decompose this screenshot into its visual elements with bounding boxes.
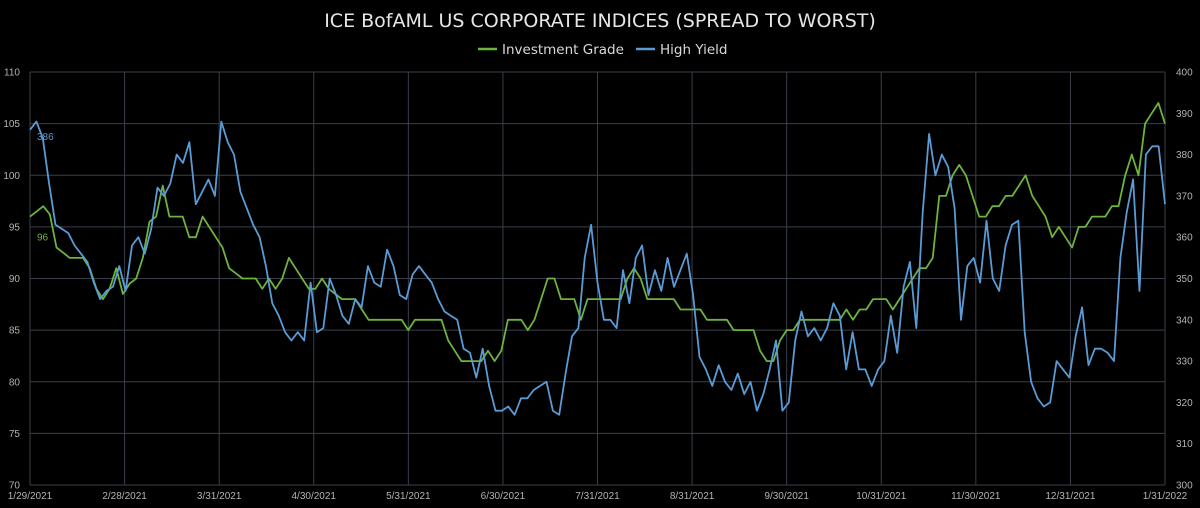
x-tick-label: 1/31/2022 — [1143, 491, 1188, 502]
left-tick-label: 85 — [9, 326, 21, 337]
series-lines — [29, 102, 1166, 416]
series-line-high-yield — [29, 120, 1166, 416]
annotation-investment-grade: 96 — [37, 233, 49, 244]
x-tick-label: 9/30/2021 — [764, 491, 809, 502]
right-tick-label: 300 — [1176, 481, 1193, 492]
chart-title: ICE BofAML US CORPORATE INDICES (SPREAD … — [324, 10, 876, 32]
legend-label-high-yield: High Yield — [660, 42, 727, 58]
x-tick-label: 3/31/2021 — [197, 491, 242, 502]
annotations: 386 96 — [37, 132, 54, 244]
left-tick-label: 90 — [9, 274, 21, 285]
right-tick-label: 350 — [1176, 274, 1193, 285]
series-line-investment-grade — [29, 102, 1166, 363]
right-tick-label: 390 — [1176, 109, 1193, 120]
left-axis: 70 75 80 85 90 95 100 105 110 — [3, 68, 20, 492]
right-tick-label: 380 — [1176, 150, 1193, 161]
x-tick-label: 5/31/2021 — [386, 491, 431, 502]
x-tick-label: 7/31/2021 — [575, 491, 620, 502]
left-tick-label: 80 — [9, 377, 21, 388]
left-tick-label: 105 — [3, 119, 20, 130]
x-tick-label: 10/31/2021 — [856, 491, 906, 502]
x-tick-label: 12/31/2021 — [1045, 491, 1095, 502]
right-tick-label: 360 — [1176, 233, 1193, 244]
x-tick-label: 1/29/2021 — [8, 491, 53, 502]
right-tick-label: 340 — [1176, 315, 1193, 326]
x-tick-label: 2/28/2021 — [102, 491, 147, 502]
legend: Investment Grade High Yield — [478, 42, 727, 58]
left-tick-label: 95 — [9, 222, 21, 233]
legend-label-investment-grade: Investment Grade — [502, 42, 624, 58]
x-tick-label: 11/30/2021 — [951, 491, 1001, 502]
left-tick-label: 70 — [9, 481, 21, 492]
right-axis: 300 310 320 330 340 350 360 370 380 390 400 — [1176, 68, 1193, 492]
right-tick-label: 310 — [1176, 439, 1193, 450]
left-tick-label: 75 — [9, 429, 21, 440]
right-tick-label: 400 — [1176, 68, 1193, 79]
annotation-high-yield: 386 — [37, 132, 54, 143]
right-tick-label: 320 — [1176, 398, 1193, 409]
x-tick-label: 6/30/2021 — [481, 491, 526, 502]
right-tick-label: 330 — [1176, 357, 1193, 368]
right-tick-label: 370 — [1176, 191, 1193, 202]
x-tick-label: 4/30/2021 — [292, 491, 337, 502]
left-tick-label: 110 — [4, 68, 20, 79]
left-tick-label: 100 — [3, 171, 20, 182]
x-axis: 1/29/2021 2/28/2021 3/31/2021 4/30/2021 5/31… — [8, 491, 1188, 502]
x-tick-label: 8/31/2021 — [670, 491, 715, 502]
